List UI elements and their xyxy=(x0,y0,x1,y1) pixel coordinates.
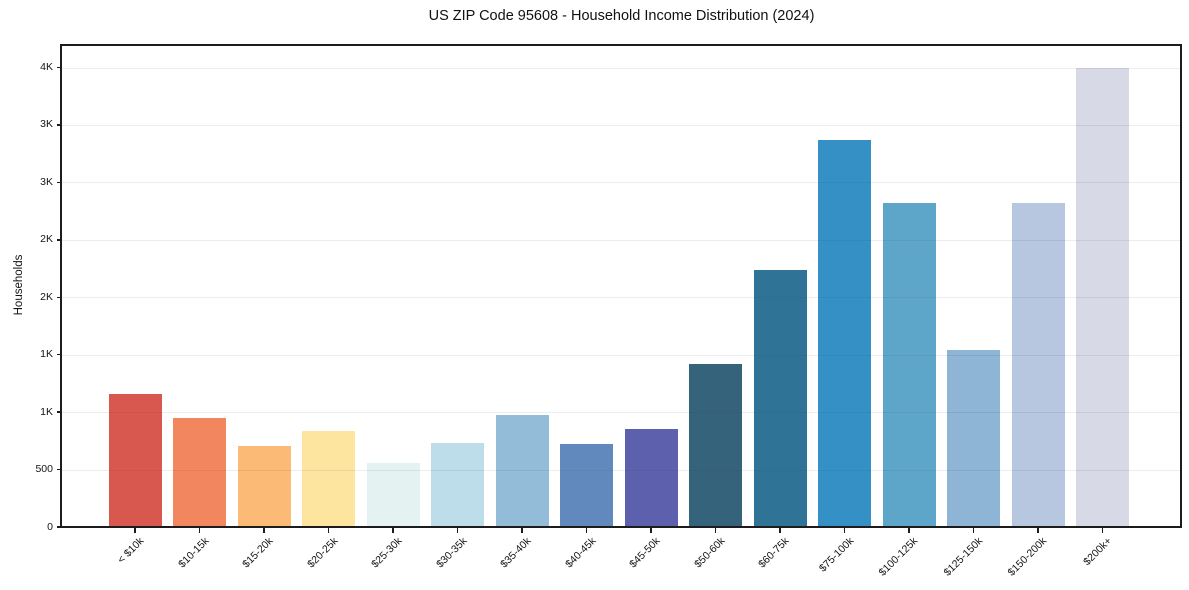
y-tick-mark xyxy=(57,124,62,126)
x-tick-label: $125-150k xyxy=(941,535,985,579)
x-tick-mark xyxy=(779,528,781,533)
y-tick-mark xyxy=(57,66,62,69)
x-tick-label: $50-60k xyxy=(691,535,727,571)
bar xyxy=(560,444,613,527)
bar xyxy=(947,349,1000,527)
y-tick-label: 1K xyxy=(40,405,53,418)
x-tick-mark xyxy=(972,528,975,533)
x-tick-label: $15-20k xyxy=(240,535,276,571)
x-tick-label: $100-125k xyxy=(876,535,921,579)
x-tick-mark xyxy=(327,528,330,533)
bar xyxy=(173,418,226,527)
x-tick-mark xyxy=(198,528,201,533)
x-tick-mark xyxy=(908,528,910,533)
bar xyxy=(495,415,549,527)
y-tick-label: 3K xyxy=(40,175,53,188)
bar xyxy=(431,443,484,527)
x-tick-label: $30-35k xyxy=(433,535,469,571)
y-tick-mark xyxy=(57,468,62,471)
bar xyxy=(1011,203,1065,527)
right-spine xyxy=(1180,44,1182,528)
y-tick-mark xyxy=(57,181,62,184)
x-tick-mark xyxy=(843,528,846,533)
y-axis-label: Households xyxy=(13,254,25,316)
x-tick-label: $75-100k xyxy=(816,535,856,575)
x-tick-label: $200k+ xyxy=(1080,535,1114,569)
y-tick-mark xyxy=(57,296,62,298)
bottom-spine xyxy=(60,526,1181,528)
gridline xyxy=(62,67,1181,69)
x-tick-mark xyxy=(392,528,394,533)
y-tick-label: 1K xyxy=(40,348,53,361)
y-tick-mark xyxy=(57,353,62,356)
x-tick-mark xyxy=(521,528,523,533)
bar xyxy=(237,446,291,527)
x-tick-mark xyxy=(650,528,652,533)
y-tick-label: 2K xyxy=(40,233,53,246)
gridline xyxy=(62,124,1181,126)
y-tick-label: 2K xyxy=(40,290,53,303)
y-tick-mark xyxy=(57,526,62,528)
bar xyxy=(753,270,807,527)
y-tick-mark xyxy=(57,411,62,413)
bar xyxy=(366,463,420,527)
bar xyxy=(624,429,678,527)
bar xyxy=(1076,67,1129,527)
y-tick-mark xyxy=(57,239,62,241)
x-tick-mark xyxy=(585,528,588,533)
gridline xyxy=(62,182,1181,184)
x-tick-label: $25-30k xyxy=(369,535,405,571)
y-tick-label: 4K xyxy=(40,61,53,73)
y-tick-label: 3K xyxy=(40,118,53,131)
x-tick-label: < $10k xyxy=(115,535,147,566)
plot-area xyxy=(62,45,1181,527)
bar xyxy=(818,140,871,527)
bar xyxy=(882,203,936,527)
y-tick-label: 0 xyxy=(47,520,53,533)
x-tick-label: $150-200k xyxy=(1005,535,1050,579)
x-tick-mark xyxy=(456,528,459,533)
x-tick-label: $60-75k xyxy=(756,535,792,571)
bar xyxy=(108,393,162,527)
left-spine xyxy=(60,44,62,528)
x-tick-label: $40-45k xyxy=(562,535,598,571)
x-tick-mark xyxy=(134,528,136,533)
x-tick-label: $10-15k xyxy=(175,535,211,571)
x-tick-label: $45-50k xyxy=(627,535,663,571)
x-tick-mark xyxy=(1037,528,1039,533)
chart-title: US ZIP Code 95608 - Household Income Dis… xyxy=(428,8,815,24)
bar xyxy=(302,430,355,527)
x-tick-mark xyxy=(263,528,265,533)
x-tick-mark xyxy=(714,528,717,533)
x-tick-label: $20-25k xyxy=(304,535,340,571)
bar xyxy=(689,364,742,527)
x-tick-mark xyxy=(1101,528,1104,533)
x-tick-label: $35-40k xyxy=(498,535,534,571)
top-spine xyxy=(60,44,1181,46)
y-tick-label: 500 xyxy=(35,463,53,476)
